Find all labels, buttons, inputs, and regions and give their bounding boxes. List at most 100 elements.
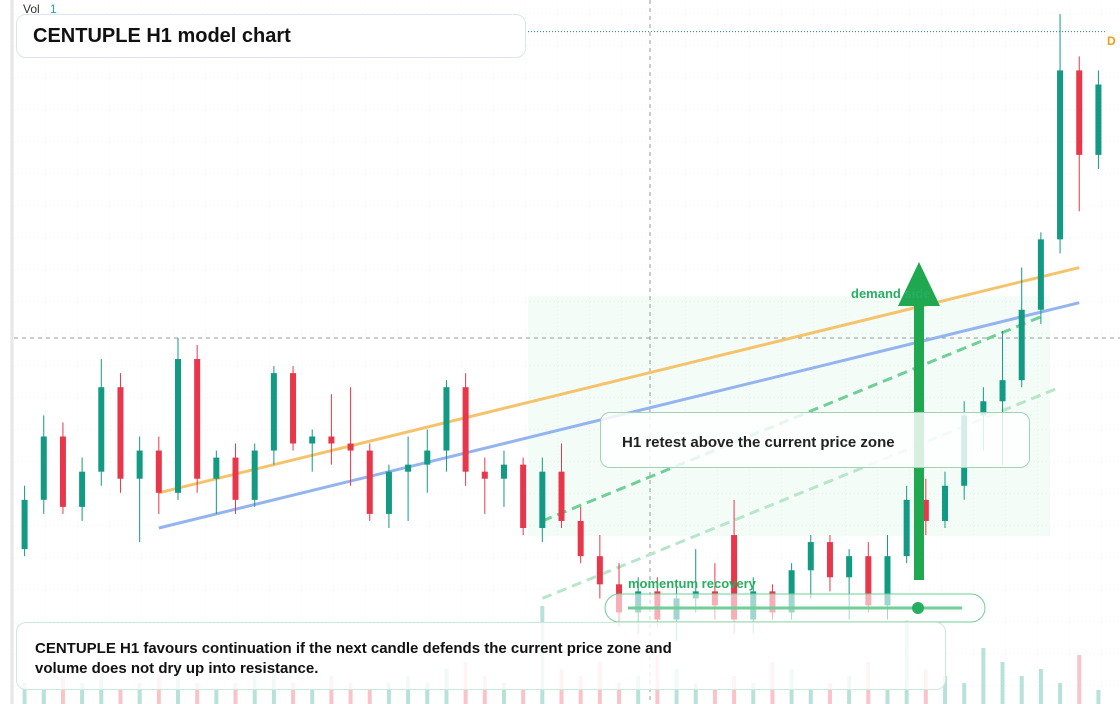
candle-body	[174, 359, 181, 493]
volume-bar	[732, 676, 737, 704]
volume-bar	[482, 676, 487, 704]
volume-bar	[386, 683, 391, 704]
volume-bar	[1077, 655, 1082, 704]
footer-note: CENTUPLE H1 favours continuation if the …	[16, 622, 946, 690]
candle-body	[462, 387, 469, 472]
candle-body	[520, 464, 527, 528]
volume-bar	[329, 676, 334, 704]
candle-body	[558, 471, 565, 521]
candle-body	[424, 450, 431, 465]
candle-body	[980, 401, 987, 416]
candle-body	[1076, 70, 1083, 155]
footer-text: CENTUPLE H1 favours continuation if the …	[35, 640, 672, 677]
candle-body	[328, 436, 335, 444]
demand-label: demand side	[851, 286, 931, 301]
volume-bar	[252, 676, 257, 704]
candle-body	[788, 570, 795, 613]
candle-body	[1057, 70, 1064, 240]
volume-bar	[425, 683, 430, 704]
momentum-label: momentum recovery	[628, 576, 756, 591]
candle-body	[366, 450, 373, 514]
candle-body	[596, 556, 603, 585]
volume-bar	[367, 690, 372, 704]
volume-bar	[348, 683, 353, 704]
volume-bar	[1019, 676, 1024, 704]
volume-bar	[233, 683, 238, 704]
candle-body	[117, 387, 124, 479]
volume-bar	[406, 676, 411, 704]
momentum-knob	[912, 602, 924, 614]
candle-body	[347, 443, 354, 451]
candle-body	[213, 457, 220, 479]
candle-body	[865, 556, 872, 606]
candle-body	[290, 373, 297, 444]
volume-bar	[693, 683, 698, 704]
candle-body	[846, 556, 853, 578]
candle-body	[136, 450, 143, 479]
candle-body	[405, 464, 412, 472]
candle-body	[1018, 309, 1025, 381]
volume-bar	[156, 676, 161, 704]
volume-bar	[137, 683, 142, 704]
candle-body	[903, 499, 910, 557]
candle-body	[1037, 239, 1044, 310]
candle-body	[807, 542, 814, 571]
volume-bar	[847, 676, 852, 704]
volume-bar	[808, 690, 813, 704]
volume-bar	[1000, 662, 1005, 704]
candle-body	[922, 499, 929, 521]
candle-body	[577, 520, 584, 557]
candle-body	[942, 485, 949, 521]
volume-bar	[195, 683, 200, 704]
level-tag: D	[1107, 34, 1116, 48]
volume-bar	[22, 683, 27, 704]
volume-bar	[1038, 669, 1043, 704]
volume-bar	[1096, 690, 1101, 704]
candle-body	[270, 373, 277, 451]
candle-body	[59, 436, 66, 507]
chart-title: CENTUPLE H1 model chart	[16, 14, 526, 58]
vol-value: 1	[50, 2, 57, 16]
volume-bar	[310, 690, 315, 704]
volume-bar	[712, 690, 717, 704]
grid	[14, 0, 1120, 704]
candle-body	[1095, 84, 1102, 155]
candle-body	[40, 436, 47, 500]
candle-body	[79, 471, 86, 507]
demand-arrow-head	[898, 262, 940, 306]
volume-bar	[943, 676, 948, 704]
candle-body	[884, 556, 891, 606]
volume-bar	[521, 690, 526, 704]
candle-body	[251, 450, 258, 500]
volume-bar	[214, 690, 219, 704]
candle-body	[232, 457, 239, 500]
volume-bar	[962, 683, 967, 704]
volume-bar	[41, 690, 46, 704]
candle-body	[21, 499, 28, 550]
volume-bar	[501, 683, 506, 704]
volume-bar	[885, 690, 890, 704]
candle-body	[500, 464, 507, 479]
candle-body	[826, 542, 833, 578]
candle-body	[194, 359, 201, 479]
candle-body	[481, 471, 488, 479]
volume-bar	[60, 676, 65, 704]
volume-bar	[291, 683, 296, 704]
volume-bar	[1058, 683, 1063, 704]
volume-bar	[981, 648, 986, 704]
volume-bar	[80, 683, 85, 704]
candle-body	[385, 471, 392, 514]
volume-bar	[751, 683, 756, 704]
trend-line	[541, 315, 1042, 523]
candle-body	[443, 387, 450, 451]
candle-body	[539, 471, 546, 528]
candle-body	[731, 535, 738, 620]
candle-body	[155, 450, 162, 493]
vol-label: Vol	[23, 2, 40, 16]
candle-body	[999, 380, 1006, 402]
volume-bar	[636, 676, 641, 704]
volume-bar	[617, 683, 622, 704]
volume-bar	[827, 683, 832, 704]
